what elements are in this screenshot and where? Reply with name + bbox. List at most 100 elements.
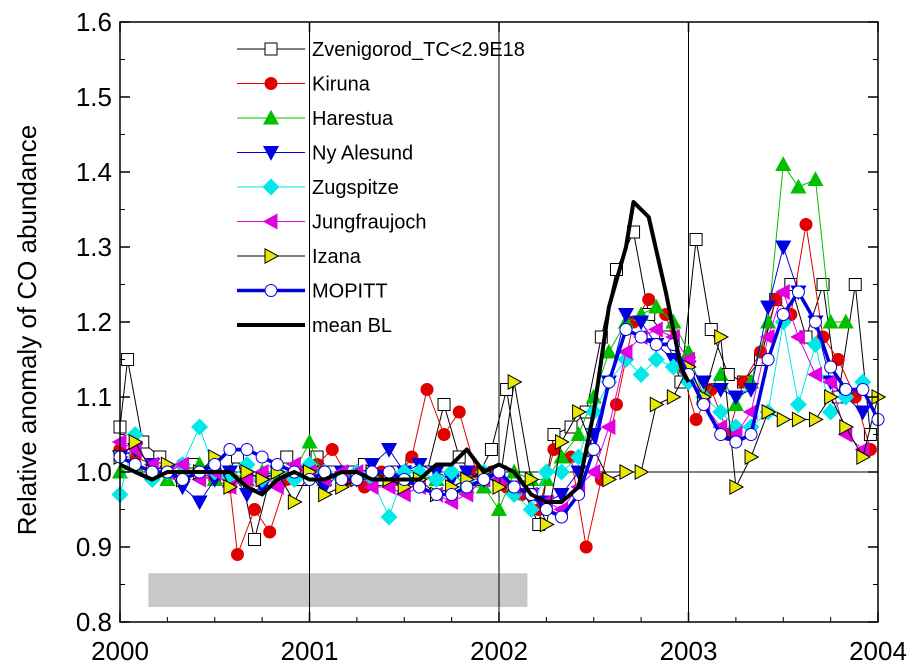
data-point-mopitt <box>776 308 790 321</box>
data-point-kiruna <box>609 398 623 411</box>
data-point-jungfraujoch <box>269 478 284 496</box>
data-point-jungfraujoch <box>807 366 822 383</box>
data-point-zugspitze <box>443 463 461 481</box>
legend-entry-izana: Izana <box>237 246 362 268</box>
legend-entry-jungfraujoch: Jungfraujoch <box>237 212 427 234</box>
legend-marker <box>262 178 280 196</box>
data-point-izana <box>761 403 777 421</box>
data-point-izana <box>492 478 508 496</box>
data-point-harestua <box>790 178 807 194</box>
data-point-izana <box>791 411 807 428</box>
data-point-mopitt <box>729 435 743 449</box>
data-point-izana <box>128 433 144 451</box>
series-line-mean-bl <box>119 200 691 504</box>
y-axis-label: Relative anomaly of CO abundance <box>12 125 42 535</box>
legend-marker <box>264 284 278 297</box>
data-point-harestua <box>775 156 792 171</box>
data-point-kiruna <box>452 405 466 419</box>
data-point-zvenigorod-tc-2-9e18 <box>280 450 294 464</box>
data-point-izana <box>714 328 729 346</box>
legend-label: Jungfraujoch <box>312 212 427 234</box>
data-point-zugspitze <box>537 463 555 481</box>
data-point-zugspitze <box>522 500 540 519</box>
data-point-izana <box>287 493 303 511</box>
axis-ticks: 2000 2001 2002 2003 2004 0.8 0.9 1.0 1.1 1.2 1.3 1.… <box>76 7 907 666</box>
data-point-mopitt <box>255 450 269 464</box>
data-point-kiruna <box>263 525 277 539</box>
data-point-jungfraujoch <box>363 478 379 496</box>
legend-label: Izana <box>312 246 362 268</box>
x-tick-label: 2002 <box>470 636 528 666</box>
data-point-izana <box>318 486 333 503</box>
data-point-kiruna <box>420 383 434 396</box>
legend-marker <box>262 213 278 230</box>
data-point-ny-alesund <box>695 375 712 391</box>
x-tick-label: 2004 <box>849 636 907 666</box>
data-point-harestua <box>570 426 587 441</box>
data-point-jungfraujoch <box>790 328 805 346</box>
data-point-mopitt <box>223 443 237 456</box>
data-point-mopitt <box>429 488 443 501</box>
legend-label: Harestua <box>312 108 394 130</box>
data-point-jungfraujoch <box>648 321 663 338</box>
legend-label: Zugspitze <box>312 177 399 199</box>
legend-entry-zvenigorod-tc-2-9e18: Zvenigorod_TC<2.9E18 <box>237 39 525 61</box>
data-point-izana <box>572 403 587 421</box>
x-tick-label: 2000 <box>91 636 149 666</box>
data-point-ny-alesund <box>712 383 729 398</box>
data-point-zvenigorod-tc-2-9e18 <box>437 398 451 411</box>
data-point-jungfraujoch <box>775 283 790 301</box>
shaded-band <box>148 573 528 607</box>
data-point-zugspitze <box>647 350 665 369</box>
data-point-harestua <box>600 343 617 359</box>
y-tick-label: 1.5 <box>76 82 112 112</box>
data-point-zvenigorod-tc-2-9e18 <box>689 233 703 246</box>
data-point-zugspitze <box>774 313 792 331</box>
data-point-zugspitze <box>712 403 730 421</box>
series-line-kiruna <box>119 224 871 555</box>
data-point-ny-alesund <box>760 300 777 316</box>
data-point-mopitt <box>761 353 775 366</box>
legend-marker <box>262 109 280 125</box>
data-point-mopitt <box>555 510 569 524</box>
data-point-mopitt <box>602 375 616 389</box>
data-point-ny-alesund <box>775 240 792 256</box>
y-tick-label: 1.0 <box>76 457 112 487</box>
data-point-izana <box>507 373 523 391</box>
shaded-period-band <box>148 573 528 607</box>
data-point-mopitt <box>714 428 728 441</box>
data-point-ny-alesund <box>633 315 650 331</box>
data-series <box>111 156 887 561</box>
data-point-ny-alesund <box>742 383 760 398</box>
legend-entry-ny-alesund: Ny Alesund <box>237 143 413 165</box>
legend-label: mean BL <box>312 315 392 337</box>
data-point-harestua <box>301 433 318 449</box>
data-point-zugspitze <box>632 365 650 384</box>
data-point-kiruna <box>325 443 339 456</box>
data-point-mopitt <box>856 383 870 396</box>
data-point-zugspitze <box>380 508 398 526</box>
legend-entry-mopitt: MOPITT <box>237 281 388 303</box>
data-point-kiruna <box>689 413 703 426</box>
y-tick-label: 1.2 <box>76 307 112 337</box>
data-point-mopitt <box>507 480 521 494</box>
data-point-harestua <box>490 501 508 516</box>
legend-label: MOPITT <box>312 281 388 303</box>
data-point-mopitt <box>587 443 601 456</box>
data-point-izana <box>856 448 872 466</box>
data-point-izana <box>524 471 540 488</box>
x-tick-label: 2001 <box>281 636 339 666</box>
data-point-izana <box>824 388 839 406</box>
data-point-mopitt <box>697 398 711 411</box>
data-point-ny-alesund <box>854 405 871 421</box>
data-point-mopitt <box>460 480 474 494</box>
data-point-zvenigorod-tc-2-9e18 <box>564 420 578 434</box>
y-tick-label: 1.3 <box>76 232 112 262</box>
data-point-mopitt <box>649 338 663 351</box>
data-point-ny-alesund <box>381 443 398 458</box>
x-tick-label: 2003 <box>660 636 718 666</box>
data-point-kiruna <box>579 540 593 554</box>
y-tick-label: 1.6 <box>76 7 112 37</box>
data-point-harestua <box>648 298 665 314</box>
